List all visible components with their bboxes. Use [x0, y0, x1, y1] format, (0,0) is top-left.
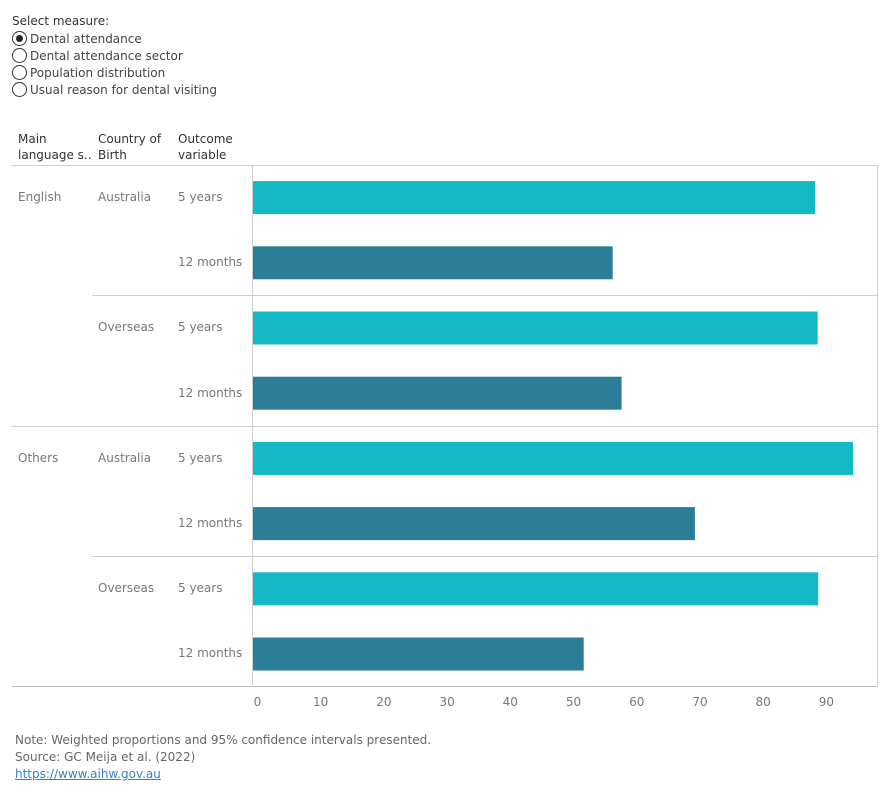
country-label-australia: Australia — [98, 190, 152, 204]
header-line: Country of — [98, 132, 162, 146]
group-divider — [12, 426, 878, 427]
source-link[interactable]: https://www.aihw.gov.au — [15, 767, 161, 781]
outcome-label-12-months: 12 months — [178, 516, 243, 530]
source-text: Source: GC Meija et al. (2022) — [15, 750, 196, 764]
header-line: variable — [178, 148, 227, 162]
header-line: Main — [18, 132, 47, 146]
radio-label: Dental attendance — [30, 31, 142, 46]
radio-dental-attendance[interactable]: Dental attendance — [12, 30, 217, 47]
x-tick-label: 20 — [376, 695, 391, 709]
table-top-border — [12, 165, 878, 166]
outcome-label-12-months: 12 months — [178, 255, 243, 269]
bar-12-months[interactable] — [253, 637, 584, 671]
radio-selected-icon[interactable] — [12, 31, 27, 46]
radio-unselected-icon[interactable] — [12, 82, 27, 97]
outcome-label-5-years: 5 years — [178, 451, 223, 465]
bar-5-years[interactable] — [253, 441, 853, 475]
country-label-overseas: Overseas — [98, 320, 155, 334]
x-tick-label: 90 — [819, 695, 834, 709]
radio-label: Population distribution — [30, 65, 166, 80]
radio-label: Dental attendance sector — [30, 48, 183, 63]
bar-12-months[interactable] — [253, 376, 622, 410]
table-bottom-border — [12, 686, 878, 687]
x-tick-label: 60 — [629, 695, 644, 709]
language-label-others: Others — [18, 451, 59, 465]
header-main-language[interactable]: Main language s.. — [18, 131, 92, 163]
bar-12-months[interactable] — [253, 246, 613, 280]
outcome-label-5-years: 5 years — [178, 581, 223, 595]
radio-unselected-icon[interactable] — [12, 65, 27, 80]
x-tick-label: 40 — [503, 695, 518, 709]
bar-5-years[interactable] — [253, 181, 815, 215]
header-country-of-birth[interactable]: Country of Birth — [98, 131, 161, 163]
row-divider — [92, 295, 878, 296]
x-tick-label: 80 — [756, 695, 771, 709]
measure-selector: Select measure: Dental attendance Dental… — [12, 13, 217, 98]
radio-unselected-icon[interactable] — [12, 48, 27, 63]
language-label-english: English — [18, 190, 62, 204]
x-tick-label: 10 — [313, 695, 328, 709]
x-tick-label: 30 — [439, 695, 454, 709]
note-text: Note: Weighted proportions and 95% confi… — [15, 733, 432, 747]
bar-5-years[interactable] — [253, 311, 818, 345]
header-line: Birth — [98, 148, 127, 162]
measure-title: Select measure: — [12, 14, 110, 28]
header-line: Outcome — [178, 132, 233, 146]
radio-label: Usual reason for dental visiting — [30, 82, 217, 97]
outcome-label-12-months: 12 months — [178, 386, 243, 400]
header-outcome-variable[interactable]: Outcome variable — [178, 131, 233, 163]
x-tick-label: 50 — [566, 695, 581, 709]
outcome-label-5-years: 5 years — [178, 320, 223, 334]
radio-usual-reason[interactable]: Usual reason for dental visiting — [12, 81, 217, 98]
bar-12-months[interactable] — [253, 507, 695, 541]
radio-dental-attendance-sector[interactable]: Dental attendance sector — [12, 47, 217, 64]
country-label-australia: Australia — [98, 451, 152, 465]
bar-chart: 0 10 20 30 40 50 60 70 80 90 — [253, 181, 853, 709]
country-label-overseas: Overseas — [98, 581, 155, 595]
bar-5-years[interactable] — [253, 572, 819, 606]
x-tick-label: 70 — [692, 695, 707, 709]
x-tick-label: 0 — [254, 695, 262, 709]
row-divider — [92, 556, 878, 557]
outcome-label-12-months: 12 months — [178, 646, 243, 660]
outcome-label-5-years: 5 years — [178, 190, 223, 204]
radio-population-distribution[interactable]: Population distribution — [12, 64, 217, 81]
header-line: language s.. — [18, 148, 92, 162]
